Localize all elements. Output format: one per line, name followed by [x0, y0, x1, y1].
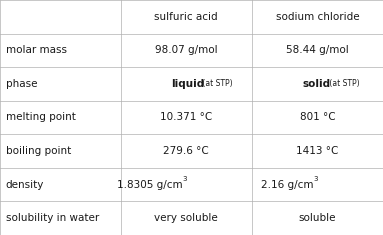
Text: 1.8305 g/cm: 1.8305 g/cm — [117, 180, 182, 190]
Text: sodium chloride: sodium chloride — [276, 12, 359, 22]
Text: phase: phase — [6, 79, 37, 89]
Text: 3: 3 — [314, 176, 318, 182]
Text: 58.44 g/mol: 58.44 g/mol — [286, 45, 349, 55]
Text: 1413 °C: 1413 °C — [296, 146, 339, 156]
Text: (at STP): (at STP) — [327, 79, 360, 88]
Text: 10.371 °C: 10.371 °C — [160, 113, 212, 122]
Text: melting point: melting point — [6, 113, 75, 122]
Text: liquid: liquid — [171, 79, 204, 89]
Text: soluble: soluble — [299, 213, 336, 223]
Text: 279.6 °C: 279.6 °C — [164, 146, 209, 156]
Text: sulfuric acid: sulfuric acid — [154, 12, 218, 22]
Text: density: density — [6, 180, 44, 190]
Text: (at STP): (at STP) — [200, 79, 232, 88]
Text: solubility in water: solubility in water — [6, 213, 99, 223]
Text: molar mass: molar mass — [6, 45, 67, 55]
Text: solid: solid — [302, 79, 330, 89]
Text: very soluble: very soluble — [154, 213, 218, 223]
Text: 98.07 g/mol: 98.07 g/mol — [155, 45, 218, 55]
Text: boiling point: boiling point — [6, 146, 71, 156]
Text: 801 °C: 801 °C — [300, 113, 335, 122]
Text: 2.16 g/cm: 2.16 g/cm — [261, 180, 314, 190]
Text: 3: 3 — [182, 176, 187, 182]
